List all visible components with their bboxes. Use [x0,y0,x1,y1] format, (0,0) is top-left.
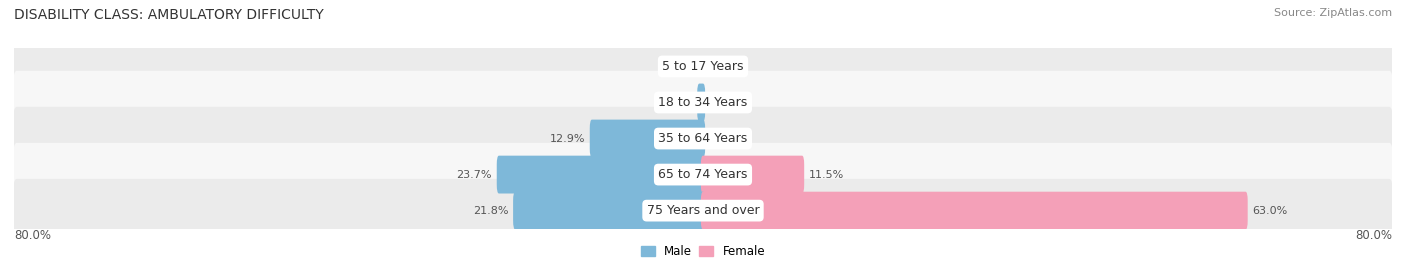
Text: 0.0%: 0.0% [710,97,738,108]
FancyBboxPatch shape [496,156,706,193]
Text: 23.7%: 23.7% [457,169,492,180]
Text: 0.0%: 0.0% [668,61,696,72]
Text: DISABILITY CLASS: AMBULATORY DIFFICULTY: DISABILITY CLASS: AMBULATORY DIFFICULTY [14,8,323,22]
Text: 65 to 74 Years: 65 to 74 Years [658,168,748,181]
Text: 63.0%: 63.0% [1253,206,1288,216]
Text: 5 to 17 Years: 5 to 17 Years [662,60,744,73]
FancyBboxPatch shape [13,143,1393,206]
Text: 35 to 64 Years: 35 to 64 Years [658,132,748,145]
Text: Source: ZipAtlas.com: Source: ZipAtlas.com [1274,8,1392,18]
FancyBboxPatch shape [13,35,1393,98]
FancyBboxPatch shape [13,71,1393,134]
Text: 11.5%: 11.5% [808,169,844,180]
FancyBboxPatch shape [589,120,706,157]
Text: 18 to 34 Years: 18 to 34 Years [658,96,748,109]
FancyBboxPatch shape [700,192,1247,229]
FancyBboxPatch shape [13,107,1393,170]
Legend: Male, Female: Male, Female [636,240,770,262]
Text: 80.0%: 80.0% [14,229,51,242]
Text: 0.0%: 0.0% [710,61,738,72]
Text: 0.42%: 0.42% [657,97,693,108]
Text: 80.0%: 80.0% [1355,229,1392,242]
FancyBboxPatch shape [513,192,706,229]
FancyBboxPatch shape [13,179,1393,242]
Text: 21.8%: 21.8% [472,206,509,216]
Text: 75 Years and over: 75 Years and over [647,204,759,217]
Text: 0.0%: 0.0% [710,133,738,144]
Text: 12.9%: 12.9% [550,133,585,144]
FancyBboxPatch shape [697,84,706,121]
FancyBboxPatch shape [700,156,804,193]
